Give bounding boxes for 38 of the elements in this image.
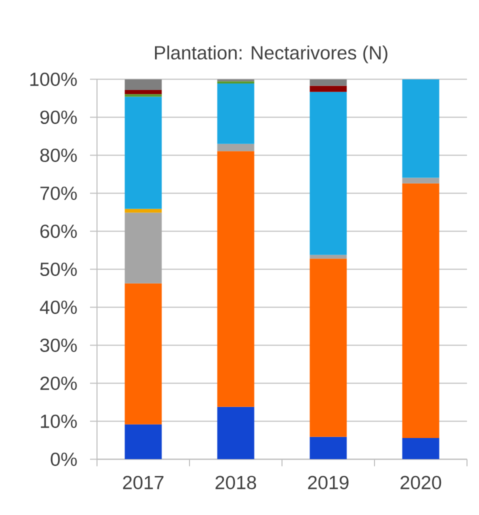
bar bbox=[217, 83, 254, 144]
y-tick-label: 80% bbox=[40, 148, 77, 162]
bar bbox=[402, 438, 440, 460]
bar bbox=[310, 79, 347, 86]
y-tick-label: 50% bbox=[40, 262, 77, 276]
bar bbox=[310, 258, 347, 437]
bar bbox=[310, 254, 347, 259]
bar bbox=[217, 151, 254, 407]
bar bbox=[402, 183, 440, 438]
bar bbox=[124, 212, 162, 284]
bar bbox=[124, 208, 162, 213]
x-tick-label: 2018 bbox=[216, 476, 256, 490]
x-tick-label: 2019 bbox=[308, 476, 348, 490]
chart-title: Plantation: Nectarivores (N) bbox=[155, 46, 388, 64]
bar bbox=[310, 92, 347, 255]
bar bbox=[124, 90, 162, 94]
y-tick-label: 10% bbox=[40, 414, 77, 428]
bar bbox=[402, 79, 440, 178]
bar bbox=[310, 86, 347, 92]
bar bbox=[124, 94, 162, 97]
y-tick-label: 90% bbox=[40, 110, 77, 124]
bar bbox=[402, 178, 440, 184]
bar bbox=[124, 424, 162, 460]
bar bbox=[124, 283, 162, 424]
bar bbox=[217, 406, 254, 460]
y-tick-label: 70% bbox=[40, 186, 77, 200]
bar bbox=[217, 144, 254, 152]
bar bbox=[124, 96, 162, 209]
y-tick-label: 30% bbox=[40, 338, 77, 352]
y-tick-label: 20% bbox=[40, 376, 77, 390]
y-tick-label: 0% bbox=[50, 452, 77, 466]
y-tick-label: 40% bbox=[40, 300, 77, 314]
x-tick-label: 2020 bbox=[400, 476, 442, 490]
bar bbox=[124, 79, 162, 90]
x-tick-label: 2017 bbox=[123, 476, 164, 490]
y-tick-label: 60% bbox=[40, 224, 77, 238]
y-tick-label: 100% bbox=[30, 72, 77, 86]
bar bbox=[310, 436, 347, 460]
